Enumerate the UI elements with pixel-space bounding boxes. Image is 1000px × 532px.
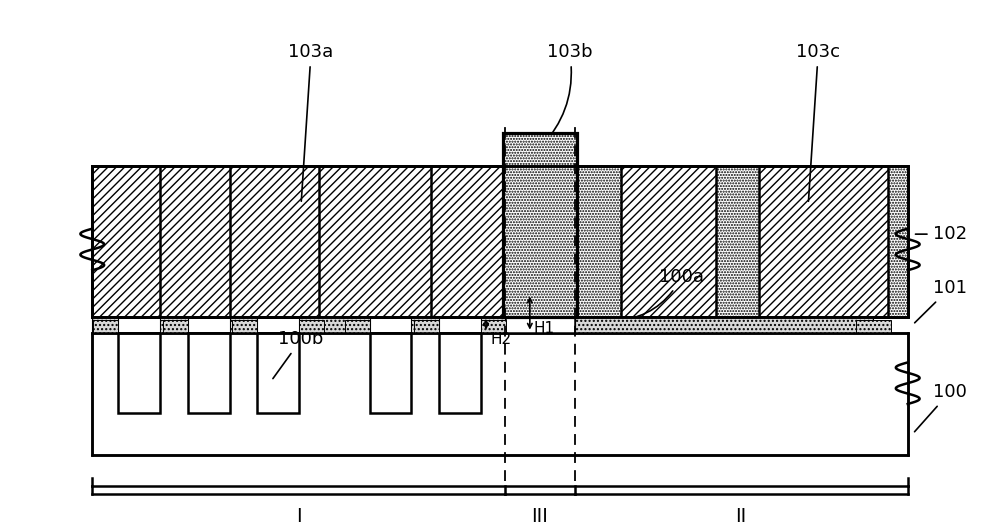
Text: H2: H2 — [490, 332, 511, 347]
Bar — [160, 167, 277, 317]
Text: III: III — [531, 507, 548, 526]
Bar — [160, 317, 188, 332]
Bar — [92, 317, 118, 332]
Bar — [92, 167, 210, 317]
Bar — [257, 332, 299, 413]
Bar — [188, 332, 230, 413]
Text: 101: 101 — [915, 279, 967, 323]
Bar — [411, 317, 439, 332]
Text: 100: 100 — [915, 384, 966, 432]
Text: 100b: 100b — [273, 330, 324, 379]
Text: 103c: 103c — [796, 43, 840, 201]
Bar — [230, 167, 347, 317]
Bar — [505, 309, 575, 332]
Bar — [163, 320, 188, 332]
Bar — [299, 317, 370, 332]
Bar — [439, 332, 481, 413]
Bar — [414, 320, 439, 332]
Bar — [431, 167, 505, 317]
Bar — [230, 320, 254, 332]
Text: 100a: 100a — [612, 268, 704, 321]
Bar — [411, 320, 436, 332]
Bar — [230, 317, 257, 332]
Text: I: I — [296, 507, 301, 526]
Bar — [319, 167, 438, 317]
Bar — [481, 320, 506, 332]
Bar — [503, 132, 577, 317]
Bar — [93, 320, 118, 332]
Bar — [505, 167, 575, 317]
Bar — [481, 317, 505, 332]
Bar — [345, 320, 370, 332]
Text: 103a: 103a — [288, 43, 334, 201]
Bar — [160, 320, 185, 332]
Bar — [232, 320, 257, 332]
Bar — [575, 317, 873, 332]
Bar — [299, 320, 324, 332]
Bar — [118, 332, 160, 413]
Text: II: II — [736, 507, 747, 526]
Text: 102: 102 — [915, 225, 967, 243]
Bar — [370, 332, 411, 413]
Bar — [92, 332, 908, 454]
Bar — [92, 167, 908, 317]
Bar — [92, 167, 908, 317]
Text: H1: H1 — [534, 321, 555, 336]
Bar — [621, 167, 716, 317]
Bar — [856, 320, 891, 332]
Bar — [505, 294, 575, 309]
Bar — [759, 167, 888, 317]
Text: 103b: 103b — [542, 43, 592, 146]
